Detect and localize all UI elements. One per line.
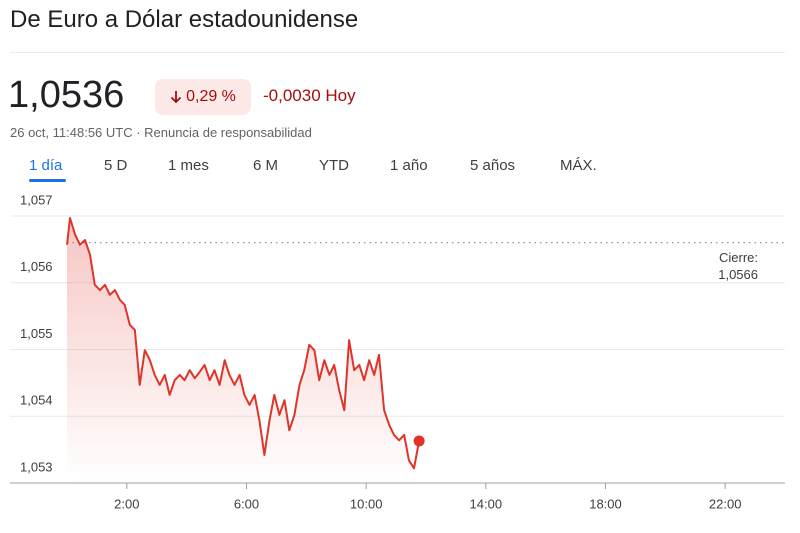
y-tick-label: 1,053 — [20, 459, 53, 474]
x-tick-label: 22:00 — [709, 496, 742, 511]
change-percent: 0,29 % — [186, 88, 236, 105]
last-point — [413, 435, 425, 447]
change-badge: 0,29 % — [155, 79, 251, 115]
divider — [10, 52, 785, 53]
y-tick-label: 1,054 — [20, 393, 53, 408]
x-tick-label: 18:00 — [589, 496, 622, 511]
y-tick-label: 1,055 — [20, 326, 53, 341]
range-tab[interactable]: YTD — [319, 157, 349, 174]
range-tab[interactable]: 1 mes — [168, 157, 209, 174]
range-tab[interactable]: 5 D — [104, 157, 128, 174]
range-tab[interactable]: 1 día — [29, 157, 63, 174]
x-tick-label: 10:00 — [350, 496, 383, 511]
disclaimer[interactable]: Renuncia de responsabilidad — [144, 125, 312, 140]
range-tab[interactable]: 5 años — [470, 157, 516, 174]
y-tick-label: 1,057 — [20, 192, 53, 207]
price-line — [66, 217, 421, 470]
range-tab[interactable]: 6 M — [253, 157, 279, 174]
page-title: De Euro a Dólar estadounidense — [10, 6, 359, 33]
change-abs: -0,0030 — [263, 86, 321, 105]
down-arrow — [170, 91, 182, 104]
y-tick-label: 1,056 — [20, 259, 53, 274]
timestamp: 26 oct, 11:48:56 UTC — [10, 125, 133, 140]
tab-underline — [29, 179, 66, 182]
price: 1,0536 — [8, 74, 125, 116]
x-tick-label: 6:00 — [234, 496, 259, 511]
x-tick-label: 14:00 — [470, 496, 503, 511]
meta: 26 oct, 11:48:56 UTC · Renuncia de respo… — [10, 125, 312, 140]
change: -0,0030 Hoy — [263, 86, 356, 106]
range-tab[interactable]: MÁX. — [560, 157, 597, 174]
x-tick-label: 2:00 — [114, 496, 139, 511]
close-label: Cierre: — [719, 250, 758, 265]
period: Hoy — [325, 86, 356, 105]
range-tab[interactable]: 1 año — [390, 157, 428, 174]
area-fill — [67, 218, 420, 483]
close-value: 1,0566 — [718, 267, 758, 282]
